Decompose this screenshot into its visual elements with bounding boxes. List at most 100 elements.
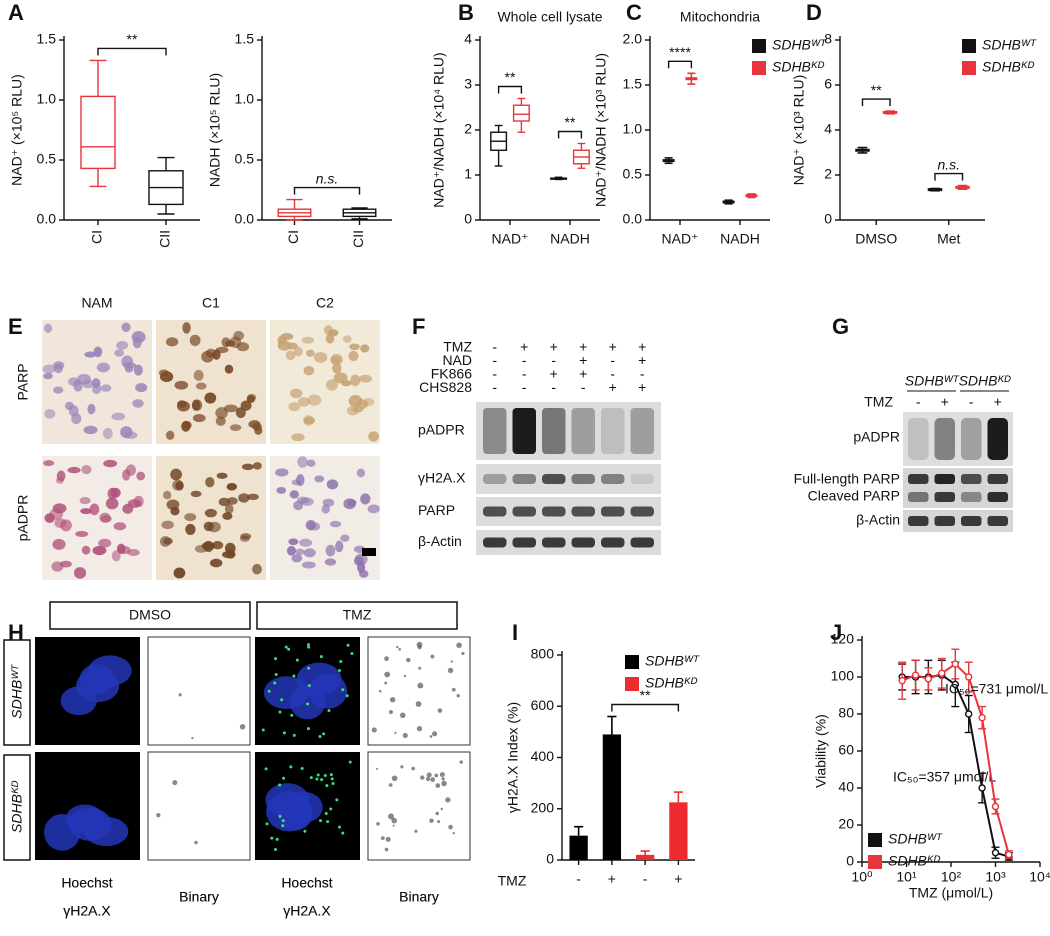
- y-tick-label: 2.0: [623, 31, 643, 47]
- binary-dot: [456, 694, 460, 698]
- band-label: pADPR: [853, 429, 900, 445]
- binary-dot: [456, 642, 462, 649]
- nucleus: [224, 364, 234, 374]
- blot-band: [630, 537, 654, 548]
- binary-dot: [420, 775, 425, 780]
- y-tick-label: 120: [831, 631, 855, 647]
- nucleus: [324, 558, 337, 566]
- band-label: Full-length PARP: [794, 471, 900, 487]
- nucleus: [299, 538, 313, 547]
- nucleus: [173, 567, 186, 579]
- binary-dot: [392, 824, 395, 827]
- nucleus: [297, 456, 308, 468]
- nucleus: [325, 544, 336, 557]
- binary-dot: [437, 820, 441, 824]
- blot-band: [934, 474, 955, 484]
- significance: **: [127, 31, 138, 47]
- blot-band: [961, 474, 982, 484]
- x-axis-label: TMZ: [498, 873, 527, 889]
- focus: [327, 709, 331, 713]
- binary-dot: [425, 776, 431, 782]
- focus: [273, 681, 277, 685]
- nucleus: [275, 468, 289, 477]
- panel-letter: G: [832, 314, 849, 339]
- binary-dot: [194, 840, 198, 845]
- binary-dot: [435, 783, 441, 788]
- annotation: IC₅₀=357 μmol/L: [893, 769, 996, 785]
- nucleus: [329, 520, 342, 528]
- treatment-sign: -: [492, 379, 497, 395]
- focus: [270, 836, 274, 840]
- treatment-sign: -: [640, 366, 645, 382]
- box: [80, 95, 116, 170]
- nucleus: [212, 541, 224, 550]
- focus: [339, 659, 343, 663]
- focus: [324, 811, 328, 815]
- nucleus: [133, 364, 143, 376]
- x-tick-label: Met: [937, 231, 960, 247]
- row-label: SDHBᵂᵀ: [9, 664, 25, 719]
- blot-band: [542, 408, 566, 454]
- treatment-sign: -: [492, 352, 497, 368]
- bracket: [497, 85, 523, 94]
- binary-dot: [441, 777, 445, 781]
- y-tick-label: 1.5: [235, 31, 255, 47]
- binary-dot: [450, 660, 453, 663]
- blot-band: [601, 506, 625, 517]
- stain-label: Hoechst: [281, 875, 332, 891]
- row-label: SDHBᴷᴰ: [9, 781, 25, 833]
- nucleus: [363, 397, 375, 407]
- nucleus: [289, 388, 303, 399]
- legend-swatch: [868, 833, 882, 847]
- nucleus: [224, 542, 236, 554]
- nucleus: [65, 804, 105, 834]
- significance: **: [565, 114, 576, 130]
- legend-label: SDHBᴷᴰ: [888, 853, 940, 869]
- nucleus: [333, 372, 348, 384]
- nucleus: [303, 548, 316, 558]
- focus: [274, 672, 278, 676]
- focus: [348, 760, 352, 764]
- row-box: [3, 639, 31, 746]
- nucleus: [52, 538, 66, 550]
- nucleus: [342, 335, 352, 343]
- nucleus: [204, 392, 217, 404]
- chart-title: Mitochondria: [680, 9, 760, 25]
- binary-dot: [445, 797, 451, 803]
- focus: [278, 783, 282, 787]
- scale-bar: [362, 548, 376, 556]
- treatment-sign: +: [579, 366, 587, 382]
- nucleus: [326, 479, 339, 490]
- y-tick-label: 1.0: [37, 91, 57, 107]
- treatment-sign: -: [522, 366, 527, 382]
- nucleus: [102, 427, 113, 440]
- column-header: TMZ: [343, 607, 372, 623]
- focus: [307, 645, 311, 649]
- nucleus: [367, 504, 380, 514]
- panel-letter: A: [8, 0, 24, 25]
- nucleus: [226, 482, 238, 491]
- nucleus: [124, 431, 138, 439]
- nucleus: [360, 493, 371, 505]
- significance: n.s.: [316, 170, 339, 186]
- treatment-sign: +: [579, 339, 587, 355]
- nucleus: [114, 349, 125, 357]
- binary-dot: [418, 666, 422, 670]
- nucleus: [330, 353, 343, 366]
- binary-dot: [429, 818, 434, 823]
- legend-label: SDHBᵂᵀ: [772, 37, 827, 53]
- y-tick-label: 2: [464, 121, 472, 137]
- binary-dot: [439, 772, 445, 778]
- nucleus: [43, 460, 55, 467]
- nucleus: [43, 372, 53, 380]
- nucleus: [68, 405, 79, 417]
- point: [978, 714, 986, 722]
- treatment-sign: +: [609, 379, 617, 395]
- treatment-sign: -: [610, 352, 615, 368]
- chart-title: Whole cell lysate: [497, 9, 602, 25]
- nucleus: [291, 433, 305, 442]
- nucleus: [303, 365, 315, 376]
- nucleus: [132, 399, 144, 408]
- binary-dot: [434, 773, 439, 778]
- nucleus: [184, 513, 197, 522]
